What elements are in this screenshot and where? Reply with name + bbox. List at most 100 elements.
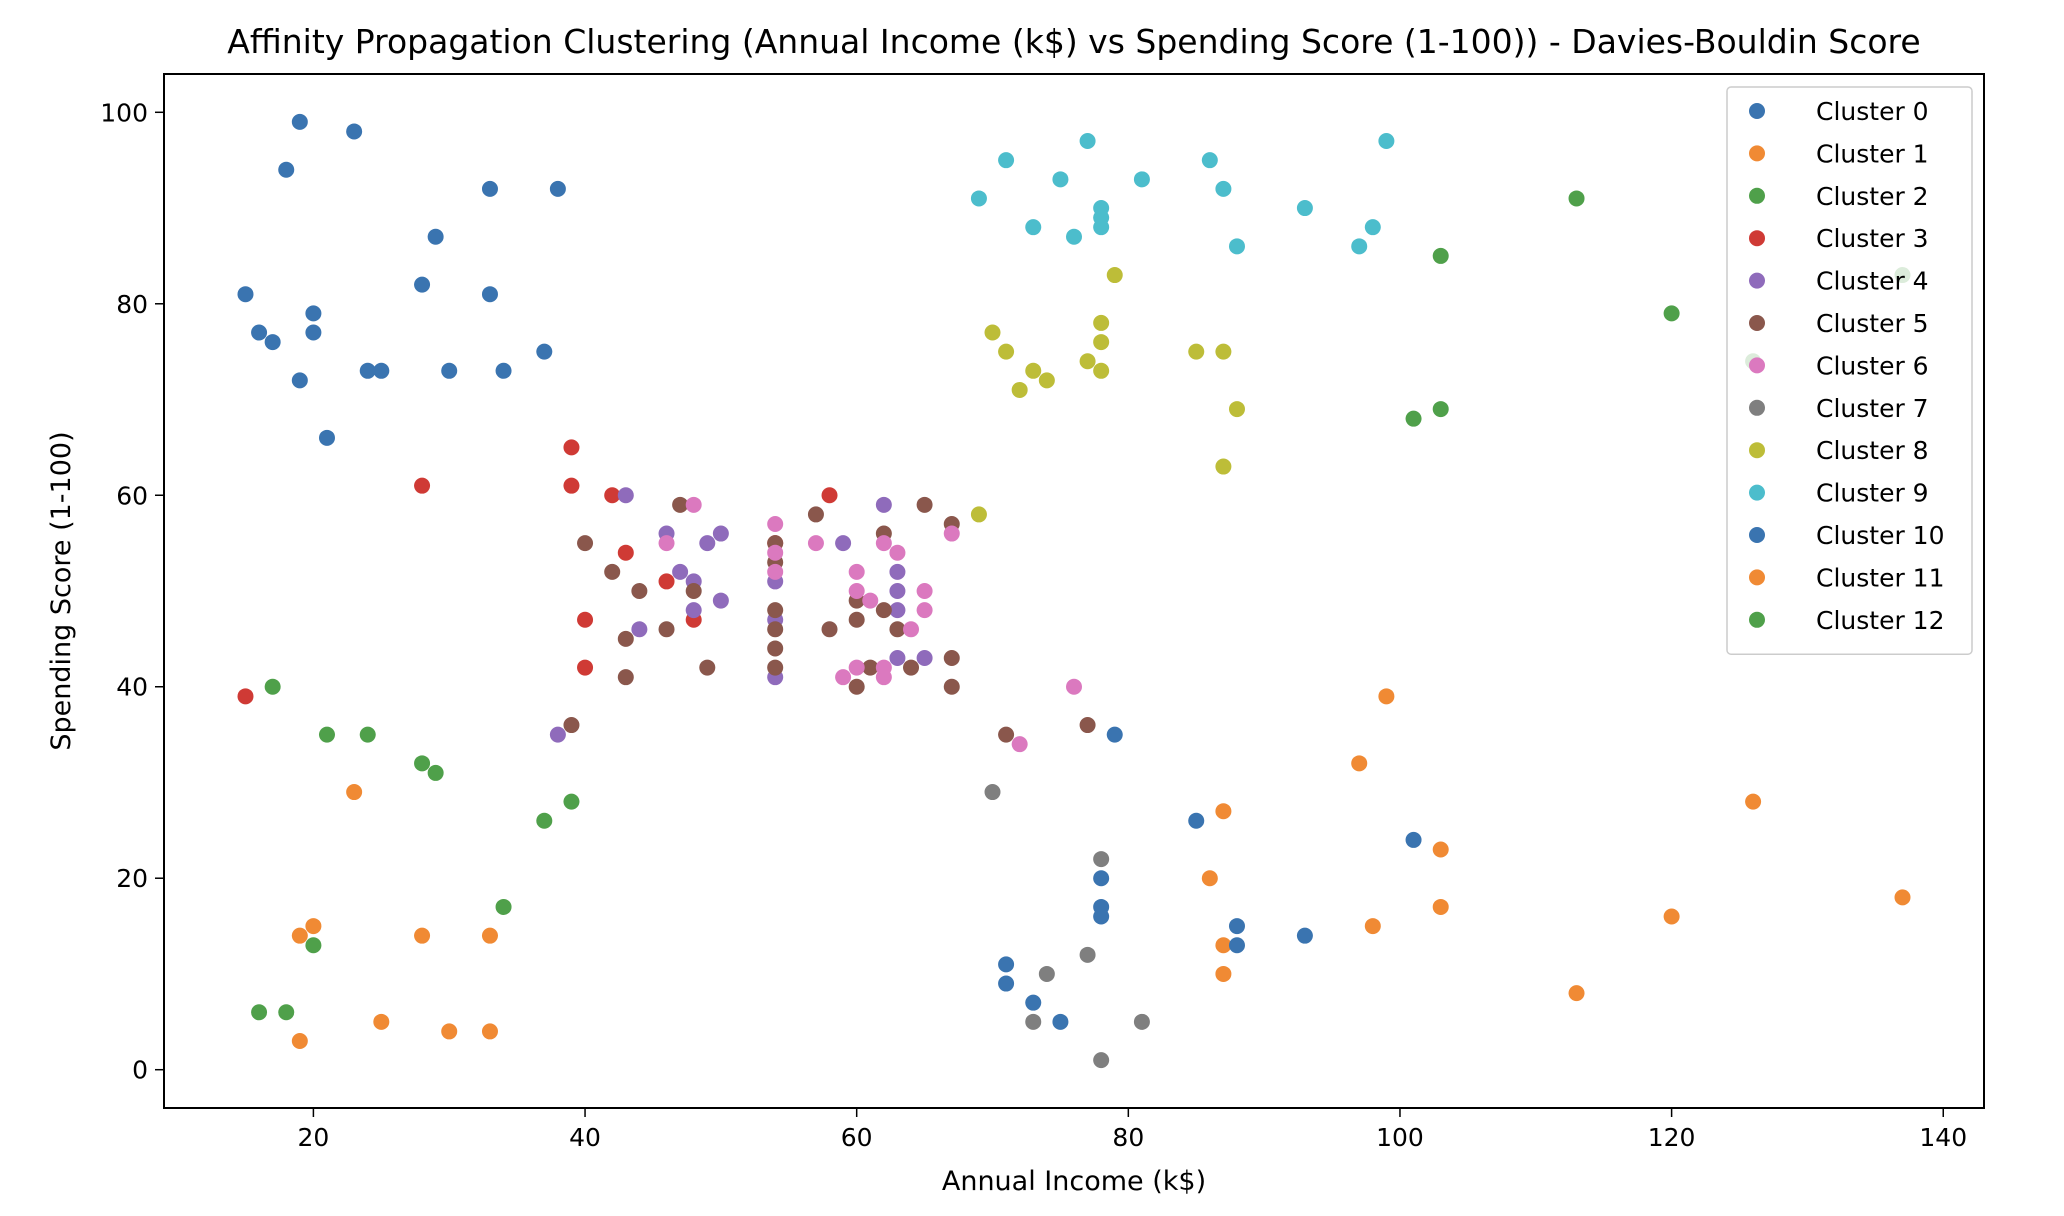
data-point (1228, 238, 1245, 255)
data-point (237, 286, 254, 303)
plot-frame (163, 73, 1985, 1109)
data-point (848, 611, 865, 628)
data-point (862, 659, 879, 676)
series-cluster-5 (563, 496, 1096, 743)
data-point (1215, 965, 1232, 982)
data-point (916, 650, 933, 667)
data-point (414, 755, 431, 772)
data-point (1025, 994, 1042, 1011)
legend-marker (1749, 569, 1765, 586)
data-point (481, 180, 498, 197)
data-point (373, 362, 390, 379)
legend-marker (1749, 187, 1765, 204)
data-point (1215, 458, 1232, 475)
data-point (427, 228, 444, 245)
data-point (631, 583, 648, 599)
data-point (1405, 410, 1422, 427)
x-tick-label: 20 (297, 1123, 329, 1152)
data-points (237, 113, 1911, 1069)
data-point (848, 678, 865, 695)
legend-marker (1749, 230, 1765, 247)
data-point (1228, 401, 1245, 418)
data-point (943, 678, 960, 695)
data-point (237, 688, 254, 705)
x-tick-label: 60 (841, 1123, 873, 1152)
legend-marker (1749, 399, 1765, 416)
data-point (305, 918, 322, 935)
series-cluster-1 (1201, 688, 1911, 1002)
x-tick-label: 100 (1376, 1123, 1424, 1152)
data-point (1093, 219, 1110, 236)
data-point (1663, 305, 1680, 322)
data-point (1894, 889, 1911, 906)
data-point (617, 544, 634, 561)
legend-marker (1749, 357, 1765, 374)
data-point (278, 1004, 295, 1021)
data-point (563, 793, 580, 810)
data-point (712, 592, 729, 609)
data-point (998, 975, 1015, 992)
legend-label: Cluster 10 (1816, 521, 1945, 550)
data-point (1093, 908, 1110, 925)
series-cluster-6 (658, 496, 1082, 753)
y-axis-ticks: 0 20 40 60 80 100 (100, 98, 164, 1085)
data-point (1568, 985, 1585, 1002)
data-point (1228, 937, 1245, 954)
data-point (1133, 171, 1150, 188)
data-point (1106, 726, 1123, 743)
data-point (617, 669, 634, 686)
data-point (1093, 870, 1110, 887)
data-point (1066, 228, 1082, 245)
data-point (291, 927, 308, 944)
data-point (1079, 946, 1096, 963)
legend-marker (1749, 484, 1765, 501)
data-point (1025, 1013, 1042, 1030)
data-point (1188, 812, 1205, 829)
data-point (821, 487, 838, 504)
x-axis-ticks: 20 40 60 80 100 120 140 (297, 1108, 1967, 1152)
data-point (998, 956, 1015, 973)
data-point (767, 640, 784, 657)
data-point (359, 726, 376, 743)
data-point (1093, 1052, 1110, 1069)
data-point (998, 152, 1015, 169)
data-point (278, 161, 295, 178)
data-point (346, 123, 363, 140)
data-point (563, 717, 580, 734)
chart-title: Affinity Propagation Clustering (Annual … (227, 22, 1920, 61)
data-point (970, 190, 987, 207)
data-point (441, 362, 458, 379)
data-point (1378, 688, 1395, 705)
legend-label: Cluster 12 (1816, 606, 1945, 635)
data-point (767, 544, 784, 561)
legend-label: Cluster 3 (1816, 224, 1929, 253)
data-point (577, 659, 594, 676)
data-point (889, 650, 906, 667)
data-point (767, 563, 784, 580)
data-point (631, 621, 648, 638)
data-point (848, 583, 865, 599)
data-point (291, 113, 308, 130)
legend-label: Cluster 7 (1816, 394, 1929, 423)
legend-label: Cluster 5 (1816, 309, 1929, 338)
data-point (889, 583, 906, 599)
series-cluster-10 (998, 726, 1422, 1030)
data-point (1066, 678, 1082, 695)
data-point (807, 535, 824, 552)
x-tick-label: 80 (1112, 1123, 1144, 1152)
data-point (549, 180, 566, 197)
data-point (875, 602, 892, 619)
data-point (1432, 841, 1449, 858)
data-point (875, 669, 892, 686)
data-point (848, 563, 865, 580)
legend-label: Cluster 8 (1816, 436, 1929, 465)
data-point (658, 535, 675, 552)
data-point (1351, 238, 1368, 255)
data-point (712, 525, 729, 542)
legend-label: Cluster 6 (1816, 351, 1929, 380)
legend-label: Cluster 4 (1816, 267, 1929, 296)
data-point (1432, 898, 1449, 915)
data-point (414, 477, 431, 494)
legend-marker (1749, 272, 1765, 289)
